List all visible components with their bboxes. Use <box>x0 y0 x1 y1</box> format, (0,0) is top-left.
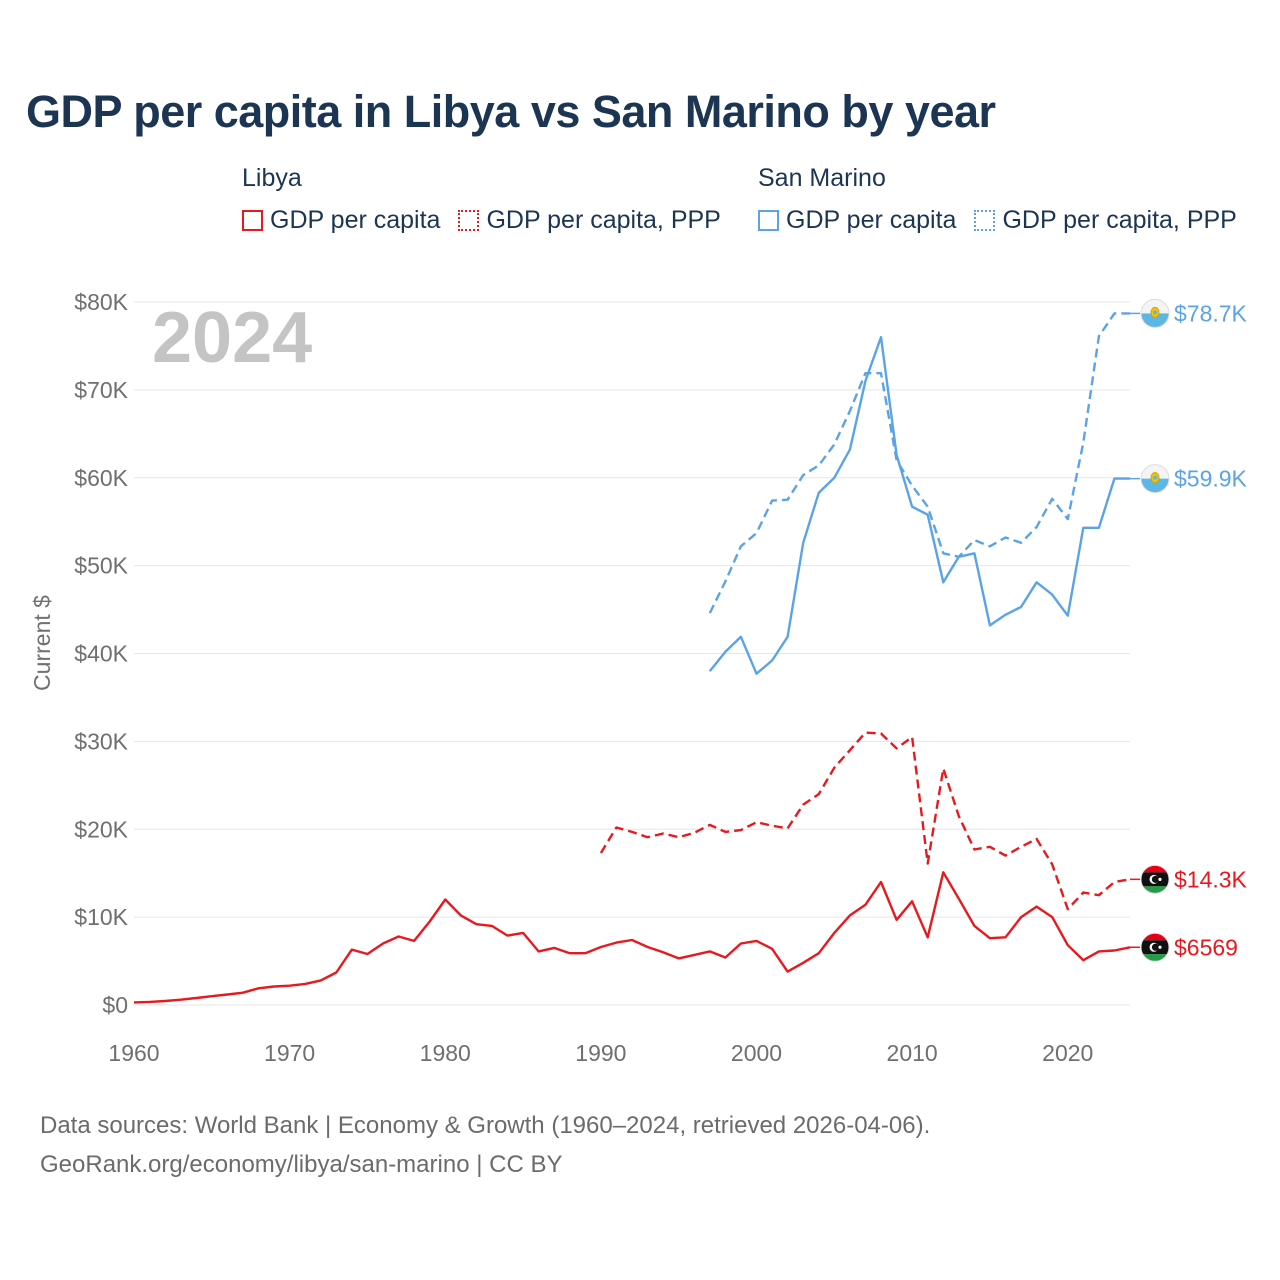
x-tick-label: 2010 <box>887 1040 938 1066</box>
legend-label: GDP per capita, PPP <box>486 206 721 234</box>
legend-swatch-dotted <box>458 210 480 231</box>
legend-item-libya-gdp-ppp[interactable]: GDP per capita, PPP <box>458 206 721 235</box>
y-tick-label: $50K <box>74 553 128 579</box>
y-tick-label: $60K <box>74 465 128 491</box>
y-tick-labels: $0 $10K $20K $30K $40K $50K $60K $70K $80K <box>74 289 128 1018</box>
y-tick-label: $0 <box>102 992 128 1018</box>
legend-group-name: San Marino <box>758 164 886 192</box>
y-tick-label: $20K <box>74 816 128 842</box>
x-tick-label: 1970 <box>264 1040 315 1066</box>
end-value-label: $59.9K <box>1174 466 1248 492</box>
legend-swatch-solid <box>242 210 263 231</box>
series-line-0 <box>133 871 1131 1004</box>
san-marino-flag-icon <box>1140 298 1170 328</box>
legend-label: GDP per capita, PPP <box>1002 206 1237 234</box>
chart-title: GDP per capita in Libya vs San Marino by… <box>26 86 996 137</box>
year-watermark: 2024 <box>152 298 312 378</box>
y-axis-label: Current $ <box>29 595 55 691</box>
legend-item-libya-gdp[interactable]: GDP per capita <box>242 206 440 235</box>
attribution-link[interactable]: GeoRank.org/economy/libya/san-marino | C… <box>40 1151 563 1178</box>
end-value-label: $6569 <box>1174 934 1238 960</box>
legend-item-san-marino-gdp-ppp[interactable]: GDP per capita, PPP <box>974 206 1237 235</box>
x-tick-label: 1960 <box>108 1040 159 1066</box>
libya-flag-icon <box>1140 864 1170 894</box>
x-tick-labels: 1960 1970 1980 1990 2000 2010 2020 <box>108 1040 1093 1066</box>
x-tick-label: 2020 <box>1042 1040 1093 1066</box>
x-tick-label: 2000 <box>731 1040 782 1066</box>
y-tick-label: $80K <box>74 289 128 315</box>
series-line-3 <box>708 312 1130 614</box>
y-tick-label: $70K <box>74 377 128 403</box>
end-labels: $6569 $14.3K $59.9K $78.7K <box>1130 298 1248 962</box>
y-tick-label: $10K <box>74 904 128 930</box>
footer: Data sources: World Bank | Economy & Gro… <box>40 1106 930 1184</box>
x-tick-label: 1980 <box>420 1040 471 1066</box>
data-source-text: Data sources: World Bank | Economy & Gro… <box>40 1112 931 1139</box>
end-value-label: $14.3K <box>1174 866 1248 892</box>
legend-item-san-marino-gdp[interactable]: GDP per capita <box>758 206 956 235</box>
y-tick-label: $30K <box>74 728 128 754</box>
legend-label: GDP per capita <box>786 206 957 234</box>
series-line-2 <box>708 335 1130 675</box>
legend-swatch-dotted <box>974 210 996 231</box>
grid-lines <box>134 301 1130 1006</box>
x-tick-label: 1990 <box>575 1040 626 1066</box>
legend-group-san-marino: San Marino GDP per capita GDP per capita… <box>758 162 1237 235</box>
legend-swatch-solid <box>758 210 779 231</box>
series-line-1 <box>599 731 1131 911</box>
series-lines <box>133 312 1131 1004</box>
legend-group-name: Libya <box>242 164 302 192</box>
legend-group-libya: Libya GDP per capita GDP per capita, PPP <box>242 162 739 235</box>
libya-flag-icon <box>1140 932 1170 962</box>
legend-label: GDP per capita <box>270 206 441 234</box>
end-value-label: $78.7K <box>1174 300 1248 326</box>
y-tick-label: $40K <box>74 641 128 667</box>
san-marino-flag-icon <box>1140 464 1170 494</box>
